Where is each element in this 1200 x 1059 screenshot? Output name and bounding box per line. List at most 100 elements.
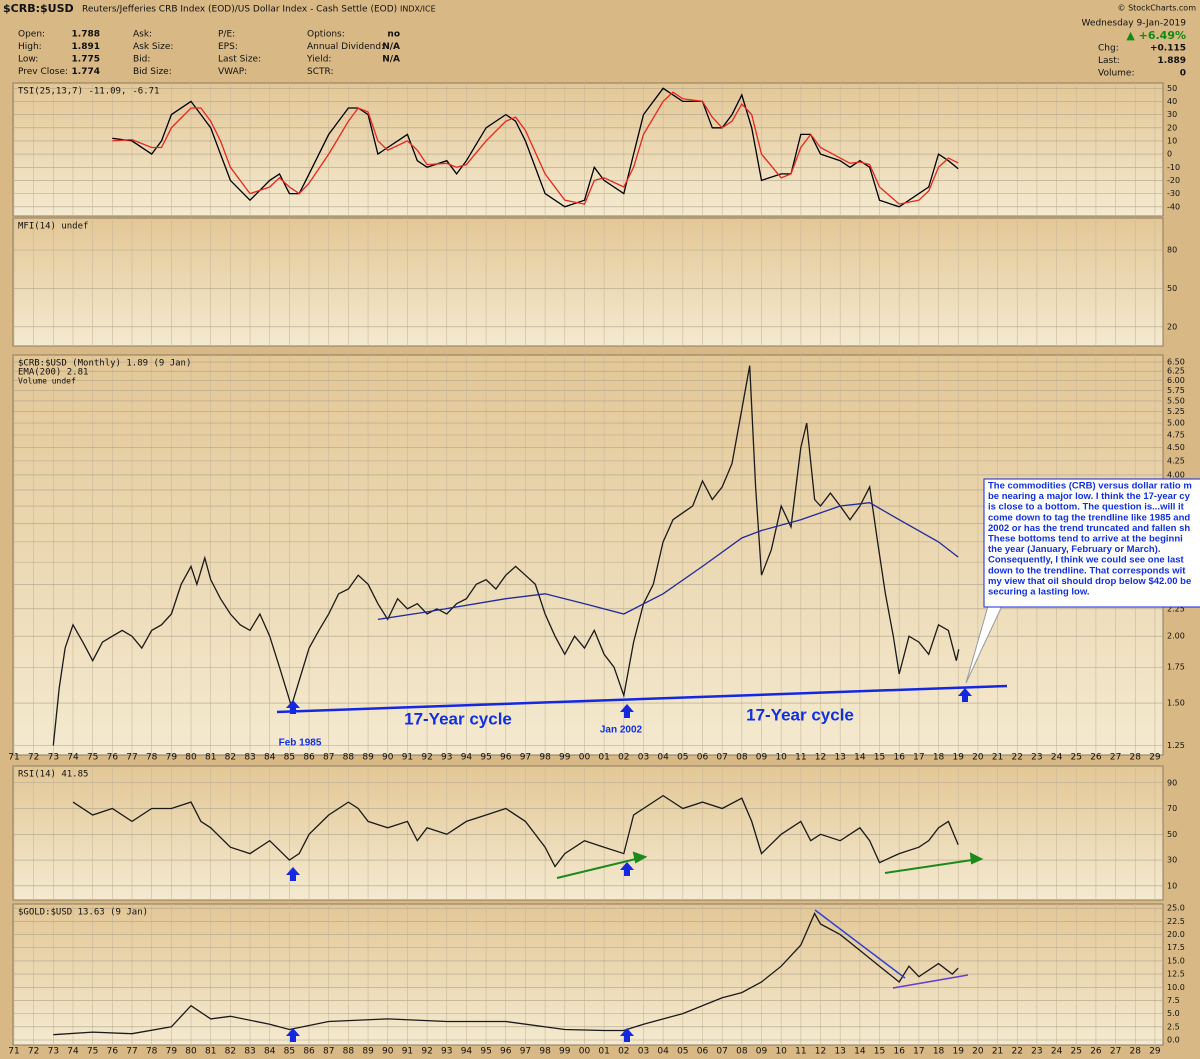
quote-value: N/A [382, 42, 400, 52]
y-tick-label: 22.5 [1167, 917, 1185, 926]
x-tick-label: 20 [972, 753, 984, 763]
x-tick-label: 27 [1110, 1047, 1121, 1057]
x-tick-label: 91 [402, 1047, 413, 1057]
overlays: Feb 1985 17-Year cycle Jan 2002 17-Year … [276, 478, 1200, 1042]
x-tick-label: 08 [736, 753, 748, 763]
panel-label: MFI(14) undef [18, 222, 88, 232]
x-tick-label: 97 [520, 753, 531, 763]
x-tick-label: 74 [67, 1047, 79, 1057]
panel [12, 903, 1164, 1046]
y-tick-label: 5.50 [1167, 396, 1185, 405]
series-line [112, 87, 959, 208]
x-tick-label: 86 [303, 1047, 315, 1057]
arrow [620, 862, 634, 876]
y-tick-label: 2.5 [1167, 1022, 1180, 1031]
x-tick-label: 04 [657, 753, 669, 763]
x-tick-label: 90 [382, 753, 394, 763]
x-tick-label: 99 [559, 1047, 571, 1057]
arrow-head [632, 851, 648, 864]
y-tick-label: 0.0 [1167, 1035, 1180, 1044]
x-tick-label: 77 [126, 1047, 137, 1057]
y-tick-label: 1.50 [1167, 699, 1185, 708]
quote-value: 1.774 [72, 67, 100, 77]
quote-value: 1.788 [72, 30, 100, 40]
legend-entry: EMA(200) 2.81 [18, 368, 88, 378]
y-tick-label: 2.00 [1167, 632, 1185, 641]
x-tick-label: 96 [500, 1047, 512, 1057]
x-tick-label: 93 [441, 753, 452, 763]
x-tick-label: 98 [539, 1047, 551, 1057]
date: Wednesday 9-Jan-2019 [1082, 19, 1187, 29]
annotation: 17-Year cycle [746, 705, 854, 724]
x-tick-label: 79 [166, 1047, 178, 1057]
x-tick-label: 82 [225, 753, 236, 763]
x-tick-label: 91 [402, 753, 413, 763]
x-tick-label: 06 [697, 753, 709, 763]
y-tick-label: 6.50 [1167, 358, 1185, 367]
x-tick-label: 92 [421, 753, 432, 763]
y-tick-label: 50 [1167, 830, 1177, 839]
x-tick-label: 10 [775, 1047, 787, 1057]
x-tick-label: 80 [185, 1047, 197, 1057]
arrow [286, 867, 300, 881]
arrow [958, 688, 972, 702]
x-tick-label: 74 [67, 753, 79, 763]
x-tick-label: 77 [126, 753, 137, 763]
x-tick-label: 24 [1051, 753, 1063, 763]
x-tick-label: 26 [1090, 753, 1102, 763]
x-tick-label: 07 [716, 1047, 727, 1057]
x-tick-label: 94 [461, 753, 473, 763]
x-tick-label: 02 [618, 1047, 629, 1057]
y-tick-label: 5.75 [1167, 386, 1185, 395]
x-tick-label: 23 [1031, 753, 1042, 763]
quote-label: Yield: [306, 55, 331, 65]
note-line: These bottoms tend to arrive at the begi… [988, 534, 1183, 545]
x-tick-label: 29 [1149, 1047, 1161, 1057]
legend-entry: $CRB:$USD (Monthly) 1.89 (9 Jan) [18, 359, 191, 369]
y-tick-label: 1.75 [1167, 663, 1185, 672]
annotation: Feb 1985 [279, 738, 322, 749]
x-tick-label: 78 [146, 753, 158, 763]
x-tick-label: 96 [500, 753, 512, 763]
x-tick-label: 89 [362, 1047, 374, 1057]
change-pct: ▲ +6.49% [1126, 29, 1186, 42]
panel [12, 765, 1164, 901]
x-tick-label: 01 [598, 753, 609, 763]
x-tick-label: 84 [264, 753, 276, 763]
x-tick-label: 98 [539, 753, 551, 763]
trendline [892, 974, 969, 989]
x-tick-label: 00 [579, 753, 591, 763]
green-arrows [556, 851, 984, 879]
x-tick-label: 72 [28, 753, 39, 763]
quote-label: Low: [18, 55, 38, 65]
y-tick-label: -40 [1167, 202, 1180, 211]
x-tick-label: 84 [264, 1047, 276, 1057]
y-tick-label: 15.0 [1167, 956, 1185, 965]
y-tick-label: 10.0 [1167, 983, 1185, 992]
x-tick-label: 24 [1051, 1047, 1063, 1057]
y-tick-label: 5.0 [1167, 1009, 1180, 1018]
y-tick-label: 4.75 [1167, 431, 1185, 440]
quote-value: N/A [382, 55, 400, 65]
arrows [286, 688, 972, 1042]
x-tick-label: 29 [1149, 753, 1161, 763]
legend-entry: -6.71 [132, 87, 159, 97]
x-tick-label: 03 [638, 1047, 649, 1057]
x-tick-label: 19 [952, 1047, 964, 1057]
x-tick-label: 05 [677, 1047, 688, 1057]
x-tick-label: 95 [480, 1047, 491, 1057]
x-tick-label: 03 [638, 753, 649, 763]
y-tick-label: 25.0 [1167, 904, 1185, 913]
quote-label: Last Size: [218, 55, 261, 65]
quote-value: 1.775 [72, 55, 100, 65]
note-line: 2002 or has the trend truncated and fall… [988, 523, 1190, 534]
x-tick-label: 11 [795, 1047, 806, 1057]
x-tick-label: 89 [362, 753, 374, 763]
x-tick-label: 78 [146, 1047, 158, 1057]
trendline [814, 909, 906, 979]
x-tick-label: 83 [244, 753, 255, 763]
copyright: © StockCharts.com [1118, 4, 1197, 13]
y-tick-label: 20 [1167, 123, 1177, 132]
x-tick-label: 73 [48, 753, 59, 763]
